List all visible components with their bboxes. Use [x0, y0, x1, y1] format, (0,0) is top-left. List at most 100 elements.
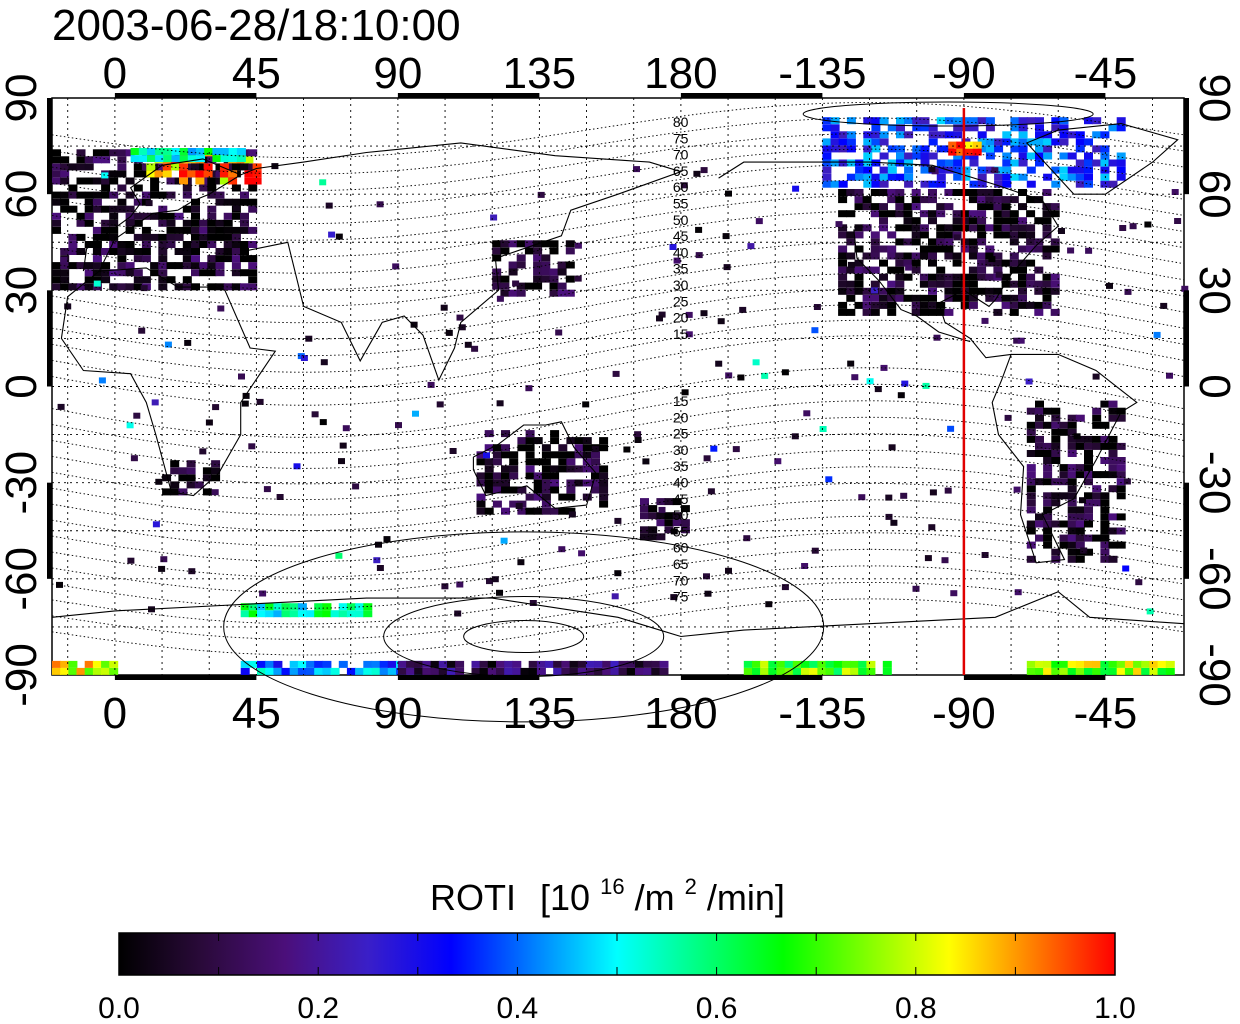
- roti-cell-europe: [215, 262, 225, 270]
- roti-cell-australia: [541, 472, 551, 480]
- roti-cell-south america: [1116, 513, 1126, 521]
- roti-cell-south america: [1067, 435, 1077, 443]
- roti-cell-scattered: [611, 593, 619, 600]
- roti-cell-north america: [1001, 301, 1011, 309]
- roti-cell-canada-auroral: [920, 166, 930, 174]
- roti-cell-scandinavia-auroral-edge: [204, 148, 214, 155]
- roti-cell-south america: [1092, 442, 1102, 450]
- colorbar-tick-label: 0.2: [297, 992, 339, 1024]
- roti-cell-europe: [92, 283, 102, 291]
- roti-cell-scandinavia-auroral-edge: [171, 155, 181, 163]
- roti-cell-scattered: [765, 601, 773, 608]
- roti-cell-japan-east asia: [492, 275, 502, 283]
- roti-cell-scattered: [1073, 433, 1081, 440]
- roti-cell-scattered: [929, 489, 937, 496]
- roti-cell-south america: [1092, 471, 1102, 479]
- roti-cell-scattered: [151, 399, 159, 406]
- roti-cell-europe: [92, 177, 102, 185]
- roti-cell-australia: [550, 430, 560, 438]
- roti-cell-antarctica-ice-4: [1124, 667, 1134, 675]
- roti-cell-north america: [944, 245, 954, 253]
- roti-cell-new zealand: [648, 512, 658, 520]
- roti-cell-antarctica-edge-1: [338, 610, 348, 618]
- roti-cell-canada-auroral: [936, 166, 946, 174]
- roti-cell-antarctica-edge-1: [273, 610, 283, 618]
- roti-cell-canada-auroral: [1018, 145, 1028, 153]
- roti-cell-scandinavia-auroral: [179, 163, 188, 171]
- roti-cell-scattered: [905, 264, 913, 271]
- roti-cell-scattered: [991, 167, 999, 174]
- longitude-tick-bottom: 135: [503, 689, 576, 738]
- roti-cell-north america: [952, 224, 962, 232]
- mlat-contour: [51, 565, 1185, 625]
- mlat-label-north: 15: [673, 326, 689, 342]
- roti-cell-scattered: [880, 364, 888, 371]
- roti-cell-scattered: [293, 463, 301, 470]
- roti-cell-europe: [84, 198, 94, 206]
- roti-cell-scattered: [700, 167, 708, 174]
- roti-cell-antarctica-ice-4: [1165, 667, 1175, 675]
- roti-cell-south america: [1067, 450, 1077, 457]
- roti-cell-antarctica-ice-3: [858, 667, 868, 675]
- roti-cell-south america: [1051, 520, 1061, 528]
- roti-cell-north america: [854, 273, 864, 281]
- roti-cell-canada-auroral: [830, 131, 840, 139]
- roti-cell-canada-auroral: [1116, 173, 1126, 181]
- roti-cell-new zealand: [680, 505, 690, 513]
- roti-cell-north america: [1018, 203, 1027, 211]
- roti-cell-north america: [838, 189, 848, 196]
- roti-cell-japan-east asia: [549, 275, 559, 283]
- longitude-tick-top: 135: [503, 49, 576, 98]
- roti-cell-australia: [541, 479, 551, 487]
- roti-cell-antarctica-edge-1: [346, 603, 356, 611]
- roti-cell-scattered: [338, 458, 345, 465]
- roti-cell-canada-auroral: [904, 131, 914, 139]
- roti-cell-north america: [977, 203, 987, 211]
- roti-cell-north america: [928, 210, 937, 218]
- roti-cell-north america: [895, 294, 905, 302]
- roti-cell-antarctica-ice-3: [882, 660, 892, 668]
- roti-cell-south america: [1116, 541, 1126, 549]
- roti-cell-southern africa: [170, 481, 180, 489]
- roti-cell-scandinavia-auroral-edge: [187, 148, 197, 155]
- roti-cell-canada-auroral: [1059, 117, 1069, 125]
- roti-cell-australia: [550, 507, 560, 515]
- roti-cell-southern africa: [186, 467, 196, 475]
- roti-cell-europe: [60, 198, 70, 206]
- roti-cell-north america: [977, 224, 987, 232]
- roti-cell-north america: [1042, 217, 1052, 225]
- roti-cell-south america: [1108, 513, 1118, 521]
- roti-cell-scattered: [633, 166, 640, 173]
- roti-cell-canada-auroral: [1075, 159, 1085, 167]
- roti-cell-australia: [550, 486, 560, 494]
- roti-cell-north america: [993, 259, 1003, 267]
- roti-cell-antarctica-purple: [610, 660, 620, 668]
- roti-cell-antarctica-edge-1: [314, 610, 324, 618]
- roti-cell-europe: [101, 191, 111, 199]
- roti-cell-japan-east asia: [492, 282, 502, 290]
- latitude-tick-left: -90: [0, 643, 46, 707]
- longitude-tick-top: -90: [932, 49, 996, 98]
- roti-cell-north america: [928, 259, 937, 267]
- roti-cell-scattered: [440, 304, 448, 311]
- roti-cell-scattered: [199, 448, 207, 455]
- roti-cell-southern africa: [170, 488, 180, 496]
- roti-cell-australia: [533, 472, 543, 480]
- mlat-label-south: 30: [673, 442, 689, 458]
- roti-cell-japan-east asia: [565, 261, 575, 269]
- roti-cell-antarctica-purple: [569, 660, 579, 668]
- roti-cell-scattered: [673, 257, 681, 264]
- roti-cell-japan-east asia: [524, 282, 534, 290]
- roti-cell-japan-east asia: [549, 247, 559, 255]
- roti-cell-north america: [928, 196, 937, 204]
- roti-cell-canada-auroral: [1010, 173, 1020, 181]
- roti-cell-north america: [944, 238, 954, 246]
- roti-cell-europe: [240, 255, 249, 263]
- roti-cell-antarctica-ice-2: [346, 667, 356, 675]
- roti-cell-scattered: [1174, 218, 1182, 224]
- roti-cell-south america: [1075, 513, 1085, 521]
- roti-cell-north america: [985, 294, 995, 302]
- roti-cell-south america: [1026, 471, 1036, 479]
- roti-cell-scattered: [1146, 608, 1154, 615]
